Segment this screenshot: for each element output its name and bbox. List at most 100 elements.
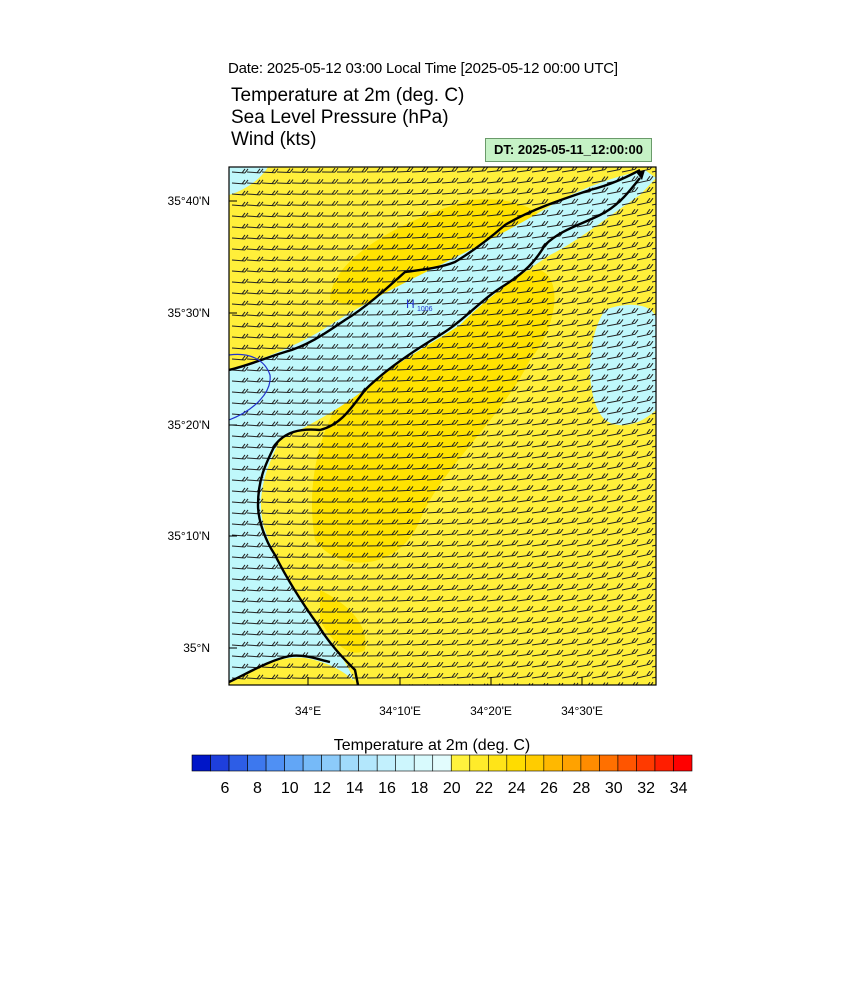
wind-barb <box>336 376 354 382</box>
wind-barb <box>471 364 489 371</box>
wind-barb <box>621 616 639 624</box>
wind-barb <box>621 176 639 184</box>
wind-barb <box>381 387 399 393</box>
wind-barb <box>576 440 594 448</box>
wind-barb <box>576 583 594 591</box>
wind-barb <box>366 255 384 261</box>
wind-barb <box>396 607 414 613</box>
wind-barb <box>501 375 519 382</box>
wind-barb <box>621 605 639 613</box>
wind-barb <box>351 574 369 580</box>
cool-area-nw <box>229 167 268 195</box>
wind-barb <box>321 200 339 206</box>
wind-barb <box>456 287 474 294</box>
wind-barb <box>366 574 384 580</box>
wind-barb <box>261 476 279 482</box>
wind-barb <box>471 628 489 635</box>
wind-barb <box>636 318 654 327</box>
wind-barb <box>351 244 369 250</box>
wind-barb <box>651 181 656 184</box>
wind-barb <box>426 430 444 437</box>
wind-barb <box>471 177 489 184</box>
wind-barb <box>471 210 489 217</box>
wind-barb <box>621 473 639 481</box>
wind-barb <box>306 178 324 184</box>
wind-barb <box>546 660 564 668</box>
wind-barb <box>321 365 339 371</box>
wind-barb <box>246 410 264 416</box>
wind-barb <box>334 684 338 685</box>
wind-barb <box>456 386 474 393</box>
wind-barb <box>411 540 429 547</box>
wind-barb <box>486 518 504 525</box>
lat-label: 35°40'N <box>168 194 210 208</box>
wind-barb <box>396 178 414 184</box>
wind-barb <box>396 189 414 195</box>
wind-barb <box>621 638 639 646</box>
warm-patch-central <box>312 270 555 563</box>
wind-barb <box>606 616 624 624</box>
wind-barb <box>456 672 474 679</box>
wind-barb <box>411 463 429 470</box>
wind-barb <box>306 563 324 569</box>
wind-barb <box>351 420 369 426</box>
wind-barb <box>651 456 656 459</box>
wind-barb <box>531 319 549 327</box>
colorbar <box>191 754 693 772</box>
wind-barbs <box>231 167 656 685</box>
wind-barb <box>231 564 249 570</box>
wind-barb <box>231 443 249 449</box>
wind-barb <box>426 529 444 536</box>
wind-barb <box>501 639 519 646</box>
colorbar-swatch <box>339 754 359 772</box>
wind-barb <box>561 275 579 283</box>
wind-barb <box>246 652 264 658</box>
wind-barb <box>516 243 534 250</box>
wind-barb <box>516 540 534 547</box>
wind-barb <box>231 586 249 592</box>
wind-barb <box>528 683 534 685</box>
wind-barb <box>366 673 384 679</box>
colorbar-label: 8 <box>252 780 262 797</box>
wind-barb <box>501 265 519 272</box>
wind-barb <box>336 343 354 349</box>
wind-barb <box>471 254 489 261</box>
wind-barb <box>396 475 414 481</box>
wind-barb <box>561 594 579 602</box>
wind-barb <box>426 672 444 679</box>
wind-barb <box>531 660 549 668</box>
wind-barb <box>576 363 594 371</box>
wind-barb <box>576 550 594 558</box>
wind-barb <box>621 627 639 635</box>
wind-barb <box>351 376 369 382</box>
wind-barb <box>231 520 249 526</box>
wind-barb <box>381 178 399 184</box>
wind-barb <box>366 618 384 624</box>
wind-barb <box>531 462 549 470</box>
wind-barb <box>441 540 459 547</box>
wind-barb <box>651 621 656 624</box>
wind-barb <box>576 649 594 657</box>
wind-barb <box>441 639 459 646</box>
wind-barb <box>351 178 369 184</box>
wind-barb <box>366 288 384 294</box>
wind-barb <box>246 564 264 570</box>
wind-barb <box>636 208 654 217</box>
wind-barb <box>561 231 579 239</box>
wind-barb <box>531 385 549 393</box>
wind-barb <box>396 255 414 261</box>
wind-barb <box>426 188 444 195</box>
wind-barb <box>366 431 384 437</box>
wind-barb <box>306 266 324 272</box>
wind-barb <box>471 397 489 404</box>
wind-barb <box>471 485 489 492</box>
wind-barb <box>561 583 579 591</box>
wind-barb <box>651 247 656 250</box>
wind-barb <box>336 530 354 536</box>
wind-barb <box>486 353 504 360</box>
wind-barb <box>516 419 534 426</box>
wind-barb <box>246 278 264 284</box>
coastline-peninsula <box>229 654 331 684</box>
wind-barb <box>396 222 414 228</box>
wind-barb <box>231 311 249 317</box>
